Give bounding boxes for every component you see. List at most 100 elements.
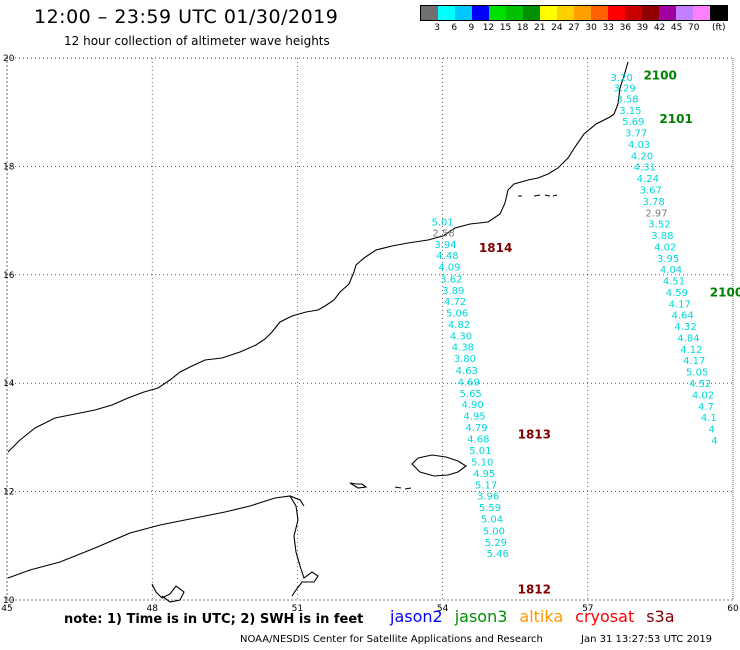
wave-height-value: 3.15 [619,106,641,117]
track-1814: 5.012.583.944.484.093.623.894.725.064.82… [431,217,508,560]
legend-swatch [693,6,710,20]
wave-height-value: 4.1 [701,413,717,424]
legend-tick-label: 42 [653,23,666,33]
pass-time-label: 2101 [659,112,692,126]
wave-height-value: 4.72 [444,297,466,308]
wave-height-value: 4.24 [637,174,659,185]
wave-height-value: 4.95 [473,469,495,480]
wave-height-value: 3.78 [642,197,664,208]
legend-swatch [608,6,625,20]
legend-tick-label: 15 [499,23,512,33]
latitude-label: 16 [3,271,15,281]
pass-time-label: 1812 [518,582,551,596]
wave-height-value: 3.62 [440,274,462,285]
wave-height-value: 4.31 [634,163,656,174]
wave-height-value: 3.52 [648,220,670,231]
wave-height-value: 5.17 [475,480,497,491]
satellite-label: jason3 [454,607,508,626]
longitude-label: 48 [146,604,158,614]
legend-swatch [540,6,557,20]
wave-height-value: 3.89 [442,286,464,297]
legend-swatch [625,6,642,20]
wave-height-value: 3.96 [477,492,499,503]
wave-height-value: 4.90 [461,400,483,411]
longitude-label: 45 [1,604,12,614]
latitude-label: 10 [3,596,15,606]
legend-unit: (ft) [712,23,726,33]
wave-height-value: 3.95 [657,254,679,265]
legend-tick-label: 30 [585,23,597,33]
wave-height-value: 5.69 [622,117,644,128]
wave-height-value: 3.29 [613,84,635,95]
legend-tick-label: 18 [516,23,529,33]
satellite-label: s3a [646,607,675,626]
horn-coast [289,495,319,597]
map-frame [6,57,734,601]
legend-tick-label: 36 [619,23,632,33]
latitude-label: 20 [3,54,15,64]
wave-height-value: 4.12 [680,345,702,356]
legend-swatch [421,6,438,20]
legend-tick-label: 21 [534,23,546,33]
legend-tick-label: 12 [482,23,495,33]
generation-timestamp: Jan 31 13:27:53 UTC 2019 [581,634,713,645]
footer-note: note: 1) Time is in UTC; 2) SWH is in fe… [64,612,364,627]
wave-height-value: 4.02 [654,242,676,253]
legend-swatch [506,6,523,20]
wave-height-value: 4.32 [674,322,696,333]
wave-height-value: 4.59 [666,288,688,299]
wave-height-value: 4.68 [467,434,489,445]
satellite-label: jason2 [390,607,443,626]
wave-height-value: 2.58 [432,228,454,239]
wave-height-value: 4.63 [456,366,478,377]
legend-swatch [489,6,506,20]
wave-height-value: 4.82 [448,320,470,331]
satellite-label: altika [519,607,564,626]
wave-height-value: 3.94 [434,240,456,251]
coastline [7,61,629,603]
pass-time-label: 1813 [518,427,551,441]
legend-tick-label: 3 [434,23,440,33]
satellite-legend: jason2 jason3 altika cryosat s3a [390,607,687,626]
legend-tick-label: 70 [688,23,700,33]
legend-tick-label: 24 [551,23,563,33]
longitude-label: 57 [582,604,593,614]
darsa-island [404,487,412,490]
wave-height-value: 3.58 [616,94,638,105]
legend-tick-label: 45 [670,23,683,33]
legend-swatch [455,6,472,20]
wave-height-value: 4.17 [683,356,705,367]
wave-height-value: 4.17 [669,299,691,310]
abd-al-kuri-island [349,482,368,489]
credit-line: NOAA/NESDIS Center for Satellite Applica… [240,634,543,645]
wave-height-value: 3.67 [640,186,662,197]
legend-swatch [676,6,693,20]
wave-height-value: 4.30 [450,331,472,342]
pass-time-label: 2100 [643,69,676,83]
wave-height-value: 4.79 [465,423,487,434]
wave-height-value: 5.59 [479,503,501,514]
wave-height-value: 4.02 [692,390,714,401]
wave-height-value: 4 [711,436,717,447]
legend-tick-label: 9 [468,23,475,33]
satellite-label: cryosat [575,607,635,626]
wave-height-value: 4.38 [452,343,474,354]
wave-height-value: 3.20 [611,73,633,84]
samha-island [394,486,402,489]
wave-height-value: 5.05 [686,368,708,379]
wave-height-value: 4.03 [628,140,650,151]
wave-height-value: 3.88 [651,231,673,242]
wave-height-value: 4.69 [458,377,480,388]
wave-height-value: 4 [709,425,715,436]
legend-swatch [591,6,608,20]
wave-height-value: 4.95 [463,412,485,423]
latitude-label: 14 [3,379,15,389]
lat-lon-grid [6,57,734,601]
wave-height-value: 4.84 [677,333,699,344]
map-subtitle: 12 hour collection of altimeter wave hei… [64,34,330,48]
legend-ticks: (ft) 3 6 9 12 15 18 21 24 27 30 33 36 39 42 45 70 [420,21,728,35]
longitude-label: 54 [437,604,449,614]
legend-tick-label: 39 [636,23,649,33]
wave-height-value: 5.06 [446,309,468,320]
